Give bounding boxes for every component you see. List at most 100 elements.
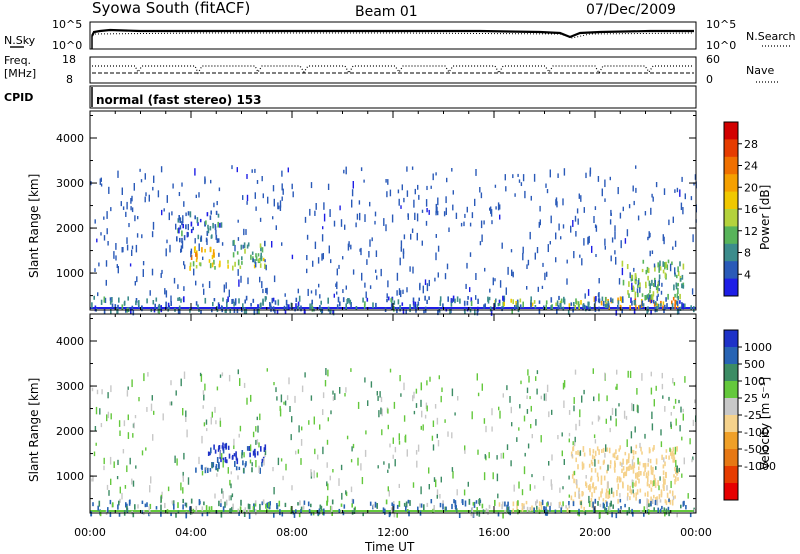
range-gate-cell <box>214 449 217 454</box>
range-gate-cell <box>499 214 501 220</box>
colorbar-tick-label: 100 <box>744 375 765 388</box>
range-gate-cell <box>211 411 213 418</box>
range-gate-cell <box>150 476 152 484</box>
range-gate-cell <box>135 300 137 306</box>
range-gate-cell <box>264 444 267 451</box>
range-gate-cell <box>117 504 119 510</box>
range-gate-cell <box>607 490 610 495</box>
range-gate-cell <box>607 481 609 489</box>
range-gate-cell <box>497 493 499 499</box>
range-gate-cell <box>668 498 670 502</box>
range-gate-cell <box>608 488 611 495</box>
range-gate-cell <box>208 281 211 289</box>
range-gate-cell <box>452 295 455 302</box>
range-gate-cell <box>595 296 597 302</box>
range-gate-cell <box>676 301 679 306</box>
range-gate-cell <box>134 215 136 222</box>
range-gate-cell <box>243 228 245 236</box>
range-gate-cell <box>597 476 599 482</box>
range-gate-cell <box>254 500 257 504</box>
range-gate-cell <box>329 475 331 481</box>
range-gate-cell <box>250 254 252 260</box>
range-gate-cell <box>338 264 340 269</box>
range-gate-cell <box>291 183 293 190</box>
range-gate-cell <box>632 285 635 292</box>
range-gate-cell <box>580 503 583 509</box>
range-gate-cell <box>465 283 467 290</box>
range-gate-cell <box>517 509 519 515</box>
range-gate-cell <box>210 447 212 454</box>
range-gate-cell <box>203 422 206 427</box>
range-gate-cell <box>585 305 587 312</box>
range-gate-cell <box>479 241 482 246</box>
range-gate-cell <box>332 396 335 401</box>
range-gate-cell <box>402 248 405 255</box>
range-gate-cell <box>258 308 260 314</box>
range-gate-cell <box>693 306 695 313</box>
range-gate-cell <box>526 395 528 400</box>
range-gate-cell <box>204 467 207 474</box>
range-gate-cell <box>574 436 576 443</box>
range-gate-cell <box>241 261 243 265</box>
range-gate-cell <box>630 431 633 439</box>
range-gate-cell <box>555 257 557 263</box>
range-gate-cell <box>105 279 107 286</box>
range-gate-cell <box>500 453 502 459</box>
range-gate-cell <box>502 393 504 398</box>
range-gate-cell <box>611 237 614 243</box>
range-gate-cell <box>242 460 244 466</box>
range-gate-cell <box>455 212 458 219</box>
range-gate-cell <box>401 184 403 191</box>
range-gate-cell <box>167 486 170 492</box>
range-gate-cell <box>281 512 284 517</box>
range-gate-cell <box>681 436 683 441</box>
range-gate-cell <box>218 445 220 451</box>
range-gate-cell <box>471 411 473 420</box>
range-gate-cell <box>206 428 208 432</box>
range-gate-cell <box>619 304 622 310</box>
range-gate-cell <box>481 503 484 509</box>
range-gate-cell <box>182 487 184 494</box>
range-gate-cell <box>417 444 420 452</box>
range-gate-cell <box>578 487 580 492</box>
range-gate-cell <box>195 194 197 199</box>
range-gate-cell <box>654 499 657 506</box>
range-gate-cell <box>160 511 162 517</box>
range-gate-cell <box>107 241 109 246</box>
range-gate-cell <box>311 306 314 312</box>
scatter-region <box>207 442 267 465</box>
range-gate-cell <box>100 232 102 236</box>
range-gate-cell <box>295 303 297 308</box>
range-gate-cell <box>128 223 130 228</box>
range-gate-cell <box>622 279 625 286</box>
range-gate-cell <box>687 493 689 499</box>
range-gate-cell <box>510 298 512 303</box>
range-gate-cell <box>663 236 665 245</box>
range-gate-cell <box>252 258 254 263</box>
range-gate-cell <box>190 221 193 227</box>
range-gate-cell <box>504 174 506 181</box>
range-gate-cell <box>619 498 622 503</box>
range-gate-cell <box>663 485 665 491</box>
range-gate-cell <box>341 492 343 500</box>
range-gate-cell <box>173 503 175 510</box>
range-gate-cell <box>163 208 165 212</box>
range-gate-cell <box>109 512 112 517</box>
range-gate-cell <box>351 446 353 452</box>
range-gate-cell <box>581 461 584 466</box>
range-gate-cell <box>484 454 486 459</box>
range-gate-cell <box>110 308 112 315</box>
colorbar-segment <box>724 398 738 416</box>
range-gate-cell <box>295 509 297 514</box>
range-gate-cell <box>274 300 277 305</box>
range-gate-cell <box>259 217 262 222</box>
range-gate-cell <box>670 421 672 428</box>
range-gate-cell <box>302 505 305 510</box>
range-gate-cell <box>229 508 231 513</box>
range-gate-cell <box>110 207 112 212</box>
range-gate-cell <box>605 500 607 504</box>
range-gate-cell <box>300 305 302 312</box>
range-gate-cell <box>247 277 249 285</box>
range-gate-cell <box>674 293 676 298</box>
range-gate-cell <box>406 166 408 172</box>
